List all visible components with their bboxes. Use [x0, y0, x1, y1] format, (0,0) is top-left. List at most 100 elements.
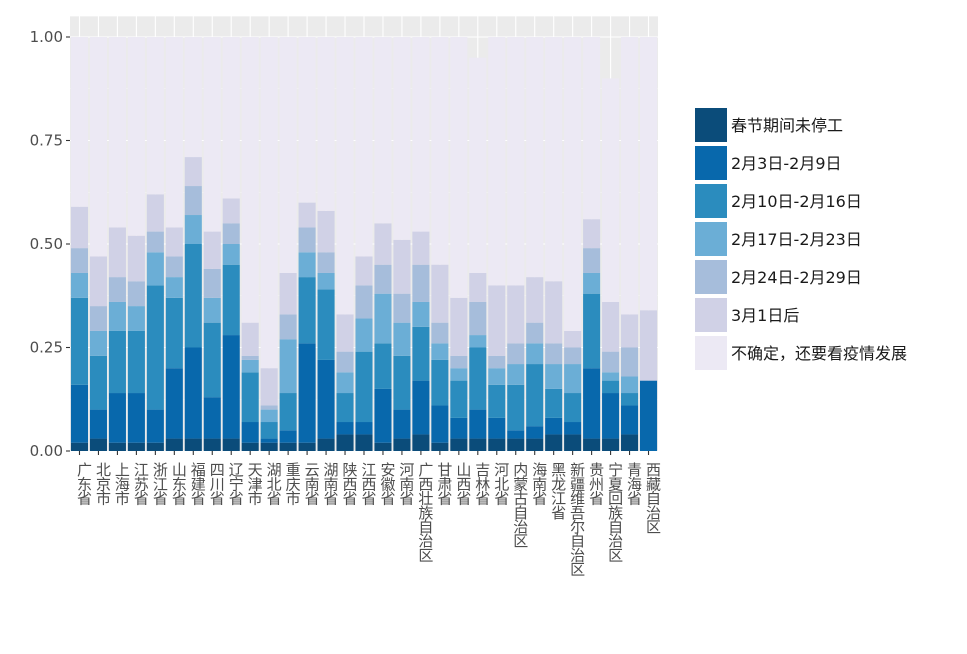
bar-segment [412, 301, 430, 327]
bar-segment [165, 37, 183, 228]
bar-segment [317, 252, 335, 273]
bar-segment [355, 37, 373, 257]
bar-segment [393, 37, 411, 240]
bar-segment [108, 393, 126, 443]
bar-segment [127, 281, 145, 307]
bar-segment [279, 442, 297, 451]
bar-segment [298, 37, 316, 203]
bar-segment [203, 438, 221, 451]
bar-segment [165, 297, 183, 369]
bar-segment [108, 37, 126, 228]
bar-segment [564, 393, 582, 423]
bar-segment [146, 442, 164, 451]
bar-segment [488, 438, 506, 451]
bar-segment [602, 372, 620, 381]
bar-segment [393, 322, 411, 356]
bar-segment [564, 422, 582, 435]
bar-segment [89, 256, 107, 307]
bar-segment [412, 380, 430, 435]
legend-label: 2月17日-2月23日 [731, 230, 862, 249]
bar-segment [564, 434, 582, 451]
bar-segment [355, 285, 373, 319]
bar-segment [127, 235, 145, 282]
bar-segment [545, 364, 563, 389]
bar-segment [298, 227, 316, 253]
bar-segment [203, 297, 221, 323]
bar-segment [317, 438, 335, 451]
bar-segment [184, 157, 202, 187]
bar-segment [222, 438, 240, 451]
bar-segment [621, 314, 639, 348]
bar-segment [279, 393, 297, 431]
bar-segment [127, 393, 145, 443]
bar-segment [621, 405, 639, 435]
bar-segment [450, 297, 468, 356]
x-category-label: 西藏自治区 [646, 461, 661, 536]
x-category-label: 辽宁省 [229, 461, 244, 507]
bar-segment [260, 368, 278, 406]
bar-segment [545, 388, 563, 418]
bar-segment [89, 330, 107, 356]
bar-segment [222, 335, 240, 439]
bar-segment [412, 37, 430, 232]
bar-segment [564, 364, 582, 394]
bar-segment [222, 198, 240, 224]
bar-segment [583, 219, 601, 249]
bar-segment [279, 272, 297, 315]
bar-segment [203, 231, 221, 269]
bar-segment [260, 438, 278, 443]
bar-segment [317, 272, 335, 290]
bar-segment [127, 37, 145, 236]
bar-segment [393, 239, 411, 294]
x-category-label: 北京市 [96, 461, 111, 507]
x-category-label: 海南省 [532, 461, 547, 507]
x-category-label: 云南省 [305, 461, 320, 507]
x-category-label: 江苏省 [134, 461, 149, 507]
bar-segment [545, 37, 563, 282]
bar-segment [336, 393, 354, 423]
bar-segment [545, 281, 563, 344]
bar-segment [203, 322, 221, 398]
bar-segment [639, 310, 658, 381]
legend-label: 2月24日-2月29日 [731, 268, 862, 287]
bar-segment [165, 368, 183, 439]
bar-segment [165, 256, 183, 278]
bar-segment [336, 434, 354, 451]
bar-segment [279, 430, 297, 443]
bar-segment [469, 335, 487, 348]
bar-segment [469, 57, 487, 273]
bar-segment [146, 252, 164, 286]
bar-segment [639, 380, 658, 451]
y-tick-label: 0.25 [30, 339, 63, 357]
bar-segment [507, 430, 525, 439]
bar-segment [184, 37, 202, 158]
bar-segment [241, 442, 259, 451]
x-category-label: 山西省 [456, 461, 471, 507]
bar-segment [469, 438, 487, 451]
bar-segment [165, 227, 183, 257]
bar-segment [298, 277, 316, 344]
bar-segment [488, 384, 506, 418]
bar-segment [374, 223, 392, 265]
x-category-label: 浙江省 [153, 461, 168, 507]
x-category-label: 广东省 [77, 461, 92, 507]
bar-segment [507, 384, 525, 431]
bar-segment [89, 438, 107, 451]
bar-segment [412, 326, 430, 381]
bar-segment [431, 264, 449, 323]
bar-segment [450, 355, 468, 369]
bar-segment [260, 405, 278, 410]
bar-segment [260, 422, 278, 439]
x-category-label: 陕西省 [343, 461, 358, 507]
bar-segment [336, 422, 354, 435]
bar-segment [374, 442, 392, 451]
bar-segment [355, 422, 373, 435]
bar-segment [355, 318, 373, 352]
x-category-label: 天津市 [248, 461, 263, 507]
bar-segment [583, 37, 601, 220]
bar-segment [526, 37, 544, 278]
bar-segment [374, 343, 392, 389]
legend-key [695, 260, 727, 294]
legend-key [695, 222, 727, 256]
bar-segment [488, 37, 506, 286]
